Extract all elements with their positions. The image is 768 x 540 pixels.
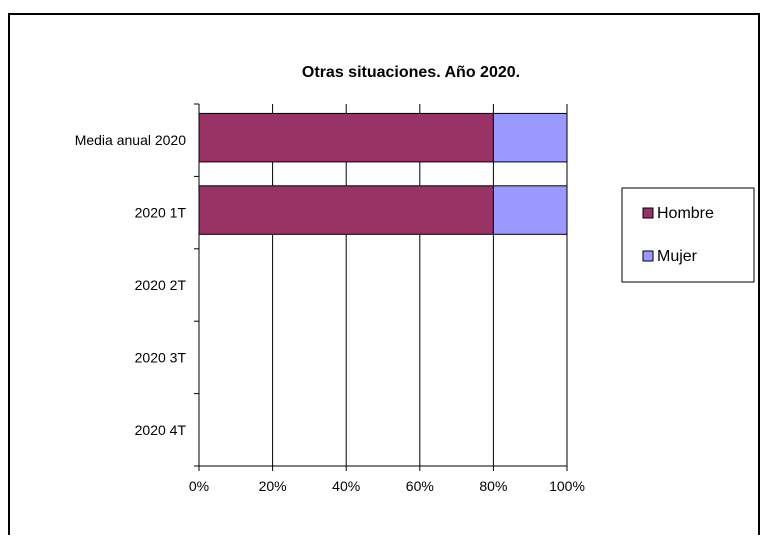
legend: Hombre Mujer — [621, 187, 755, 283]
legend-label-hombre: Hombre — [657, 205, 714, 222]
gridlines — [272, 104, 568, 466]
legend-swatch-hombre — [642, 207, 654, 219]
x-tick-label: 100% — [549, 478, 585, 494]
bar-hombre — [198, 112, 494, 163]
axes — [194, 103, 568, 471]
bar-hombre — [198, 185, 494, 235]
x-tick-label: 80% — [479, 478, 507, 494]
x-tick-labels: 0% 20% 40% 60% 80% 100% — [189, 478, 585, 494]
legend-label-mujer: Mujer — [657, 248, 698, 265]
category-label: Media anual 2020 — [75, 132, 187, 148]
bars — [198, 112, 568, 235]
category-label: 2020 1T — [135, 205, 187, 221]
chart-title: Otras situaciones. Año 2020. — [302, 64, 520, 81]
category-labels: Media anual 2020 2020 1T 2020 2T 2020 3T 202… — [75, 132, 187, 438]
bar-mujer — [492, 185, 568, 235]
x-tick-label: 40% — [332, 478, 360, 494]
legend-box — [621, 187, 755, 283]
x-tick-label: 60% — [406, 478, 434, 494]
x-tick-label: 20% — [259, 478, 287, 494]
bar-mujer — [492, 112, 568, 163]
category-label: 2020 4T — [135, 422, 187, 438]
category-label: 2020 2T — [135, 277, 187, 293]
legend-swatch-mujer — [642, 250, 654, 262]
x-tick-label: 0% — [189, 478, 209, 494]
category-label: 2020 3T — [135, 349, 187, 365]
